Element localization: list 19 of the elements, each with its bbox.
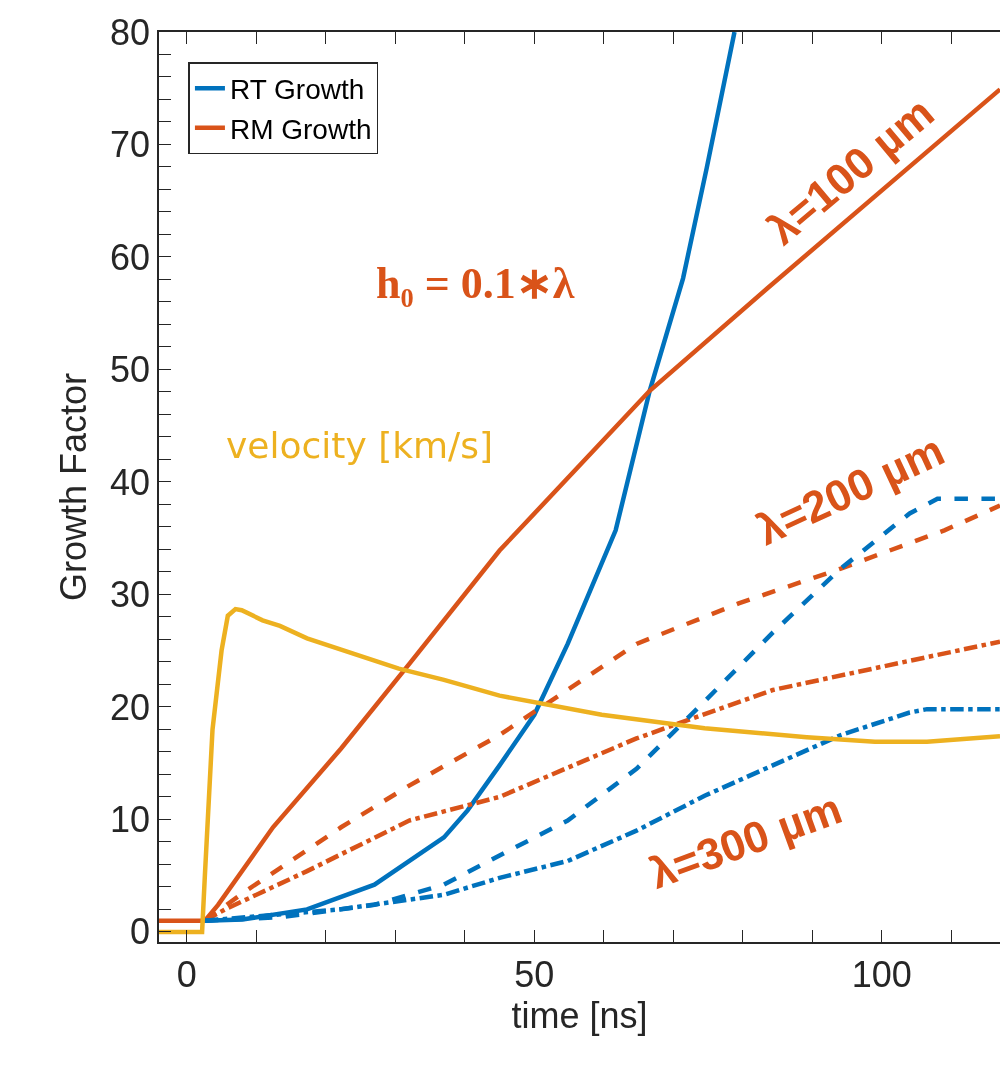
- y-tick-label: 30: [110, 574, 151, 616]
- annotation: velocity [km/s]: [226, 425, 494, 466]
- x-axis-title: time [ns]: [511, 994, 648, 1036]
- x-tick-label: 100: [851, 953, 912, 995]
- y-tick-label: 40: [110, 461, 151, 503]
- legend-label: RM Growth: [229, 113, 372, 145]
- x-tick-label: 50: [514, 953, 555, 995]
- y-tick-label: 20: [110, 686, 151, 728]
- y-axis-title: Growth Factor: [53, 372, 95, 602]
- y-tick-label: 70: [110, 124, 151, 166]
- y-tick-label: 50: [110, 349, 151, 391]
- y-tick-label: 80: [110, 11, 151, 53]
- annotation: λ=300 µm: [642, 783, 848, 898]
- annotation: h₀ = 0.1∗λ: [376, 259, 575, 308]
- y-tick-label: 10: [110, 798, 151, 840]
- x-tick-label: 0: [176, 953, 197, 995]
- y-tick-label: 0: [130, 911, 151, 953]
- legend-label: RT Growth: [229, 74, 365, 106]
- y-tick-label: 60: [110, 236, 151, 278]
